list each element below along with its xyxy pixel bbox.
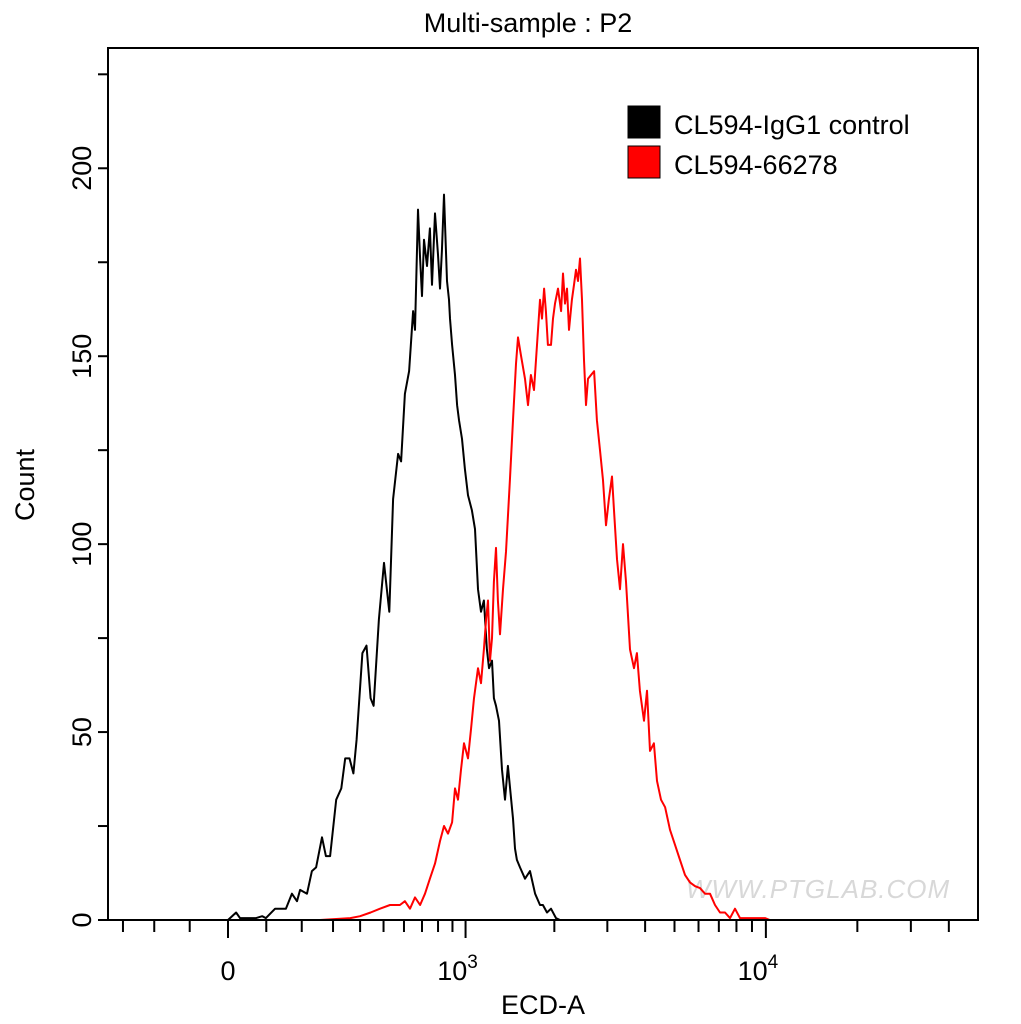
y-tick-label: 0 — [67, 912, 97, 927]
y-tick-label: 150 — [67, 334, 97, 379]
chart-title: Multi-sample : P2 — [424, 8, 633, 38]
x-tick-exponent: 4 — [768, 952, 779, 973]
legend-swatch-sample — [627, 145, 661, 179]
y-axis-label: Count — [10, 448, 40, 521]
y-tick-label: 200 — [67, 146, 97, 191]
y-tick-label: 100 — [67, 522, 97, 567]
watermark: WWW.PTGLAB.COM — [686, 874, 950, 904]
legend: CL594-IgG1 control CL594-66278 — [627, 105, 910, 180]
x-axis-label: ECD-A — [501, 990, 585, 1020]
legend-label-control: CL594-IgG1 control — [674, 110, 910, 140]
y-tick-label: 50 — [67, 717, 97, 747]
x-tick-label: 103 — [437, 952, 478, 986]
series-line-0 — [227, 193, 620, 921]
legend-label-sample: CL594-66278 — [674, 150, 838, 180]
legend-swatch-control — [627, 105, 661, 139]
series-layer — [227, 193, 771, 921]
series-line-1 — [320, 257, 771, 921]
axis-layer: 0 103 104 0 50 100 150 200 — [67, 73, 950, 986]
x-tick-label: 104 — [738, 952, 779, 986]
plot-frame — [107, 47, 979, 921]
x-tick-exponent: 3 — [467, 952, 478, 973]
x-tick-label: 0 — [220, 956, 235, 986]
